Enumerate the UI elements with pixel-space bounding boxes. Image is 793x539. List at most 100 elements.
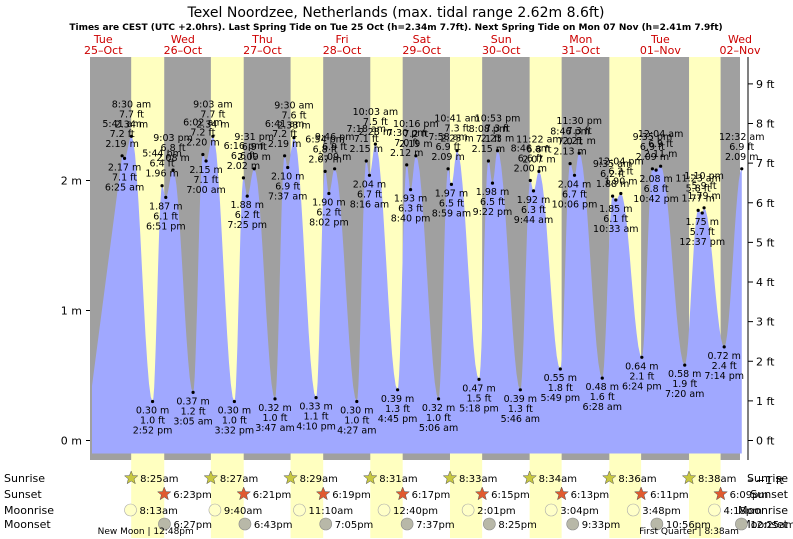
tide-point: [558, 367, 562, 371]
tide-point: [614, 198, 618, 202]
tide-point: [537, 169, 541, 173]
tide-label: 6.9 ft: [275, 182, 300, 193]
tide-point: [683, 363, 687, 367]
sunset-time: 6:13pm: [571, 490, 610, 501]
tide-label: 8:02 pm: [309, 218, 349, 229]
tide-label: 1:10 pm: [684, 171, 724, 182]
tide-label: 9:35 pm: [633, 132, 673, 143]
tide-label: 2.08 m: [639, 174, 672, 185]
tide-label: 9:03 pm: [153, 133, 193, 144]
moonrise-time: 3:48pm: [642, 506, 681, 517]
tide-label: 7.2 ft: [272, 129, 297, 140]
tide-point: [495, 149, 500, 153]
tide-point: [696, 208, 700, 212]
chart-title: Texel Noordzee, Netherlands (max. tidal …: [187, 5, 605, 21]
moonrise-time: 12:40pm: [393, 506, 438, 517]
moonset-time: 8:25pm: [498, 520, 537, 531]
tide-label: 5:49 pm: [540, 393, 580, 404]
day-date: 30–Oct: [482, 44, 521, 57]
tide-point: [518, 388, 522, 392]
tide-label: 1.90 m: [604, 177, 637, 188]
row-label-left: Moonset: [4, 518, 51, 531]
daylight-band-row: [529, 460, 562, 538]
tide-point: [702, 206, 706, 210]
tide-point: [446, 167, 450, 171]
sunset-time: 6:19pm: [332, 490, 371, 501]
sunrise-time: 8:31am: [379, 474, 417, 485]
moonrise-moon-icon: [377, 503, 391, 517]
tide-points: 5:41 am7.2 ft2.19 m2.17 m7.1 ft6:25 am8:…: [102, 99, 764, 436]
tide-label: 7.5 ft: [363, 117, 388, 128]
tide-label: 8:46 pm: [550, 127, 590, 138]
day-name: Tue: [93, 33, 113, 46]
moon-phase-label: First Quarter | 8:38am: [639, 527, 739, 537]
tide-label: 1.98 m: [476, 187, 509, 198]
moonrise-moon-icon: [708, 503, 721, 517]
tide-point: [654, 168, 658, 172]
sunset-time: 6:15pm: [491, 490, 530, 501]
tide-point: [327, 191, 331, 196]
tide-label: 1.0 ft: [344, 416, 369, 427]
tide-label: 6.8 ft: [313, 144, 338, 155]
tide-label: 5:41 am: [102, 119, 141, 130]
tide-point: [122, 156, 127, 160]
tide-label: 0.64 m: [625, 361, 658, 372]
tide-label: 6.6 ft: [231, 151, 256, 162]
tide-label: 7.1 ft: [194, 175, 219, 186]
tide-label: 1.92 m: [517, 195, 550, 206]
tide-label: 8:59 am: [432, 208, 471, 219]
tide-label: 2:52 pm: [133, 426, 173, 437]
tide-label: 1.79 m: [687, 191, 720, 202]
sunset-time: 6:21pm: [253, 490, 292, 501]
row-label-right: Moonrise: [738, 504, 788, 517]
tide-label: 7.6 ft: [281, 111, 306, 122]
day-name: Thu: [251, 33, 273, 46]
tide-label: 6:54 pm: [305, 134, 345, 145]
row-label-right: Sunset: [750, 488, 788, 501]
tide-point: [160, 184, 164, 188]
tide-point: [129, 134, 134, 138]
tide-label: 9:31 pm: [234, 132, 274, 143]
tide-point: [201, 152, 205, 157]
sunrise-star-icon: [203, 470, 219, 485]
tide-label: 0.47 m: [462, 383, 495, 394]
daylight-band-row: [609, 460, 642, 538]
tide-label: 7.7 ft: [119, 109, 144, 120]
tide-label: 2.15 m: [189, 165, 222, 176]
moonrise-moon-icon: [461, 503, 475, 517]
tide-label: 7:25 pm: [227, 220, 267, 231]
right-tick-label: 8 ft: [756, 118, 775, 131]
tide-label: 0.32 m: [258, 403, 291, 414]
moonset-moon-icon: [238, 517, 252, 531]
tide-label: 12:04 am: [638, 129, 683, 140]
tide-point: [211, 134, 215, 138]
sunrise-star-icon: [681, 470, 697, 485]
sunrise-time: 8:34am: [539, 474, 577, 485]
tide-label: 1.3 ft: [385, 404, 410, 415]
tide-label: 2.23 m: [440, 134, 473, 145]
tide-point: [273, 397, 277, 401]
tide-label: 8:16 am: [350, 199, 389, 210]
tide-point: [700, 211, 704, 215]
tide-label: 2.07 m: [308, 154, 341, 165]
tide-label: 4:45 pm: [378, 414, 418, 425]
right-tick-label: 4 ft: [756, 276, 775, 289]
sunrise-time: 8:33am: [459, 474, 497, 485]
day-date: 26–Oct: [164, 44, 203, 57]
moonset-moon-icon: [566, 517, 579, 531]
tide-label: 1.88 m: [231, 200, 264, 211]
tide-label: 2.09 m: [725, 152, 758, 163]
tide-label: 7:20 am: [665, 389, 704, 400]
tide-label: 6.7 ft: [562, 189, 587, 200]
tide-point: [120, 154, 124, 158]
tide-label: 11:23 am: [675, 173, 720, 184]
right-tick-label: −1 ft: [756, 474, 784, 487]
tide-label: 0.32 m: [422, 403, 455, 414]
tide-point: [568, 162, 572, 166]
tide-label: 2.19 m: [399, 139, 432, 150]
tide-area: [92, 136, 742, 454]
tide-label: 8:46 am: [511, 144, 550, 155]
tide-point: [610, 194, 615, 198]
tide-label: 1.6 ft: [590, 392, 615, 403]
